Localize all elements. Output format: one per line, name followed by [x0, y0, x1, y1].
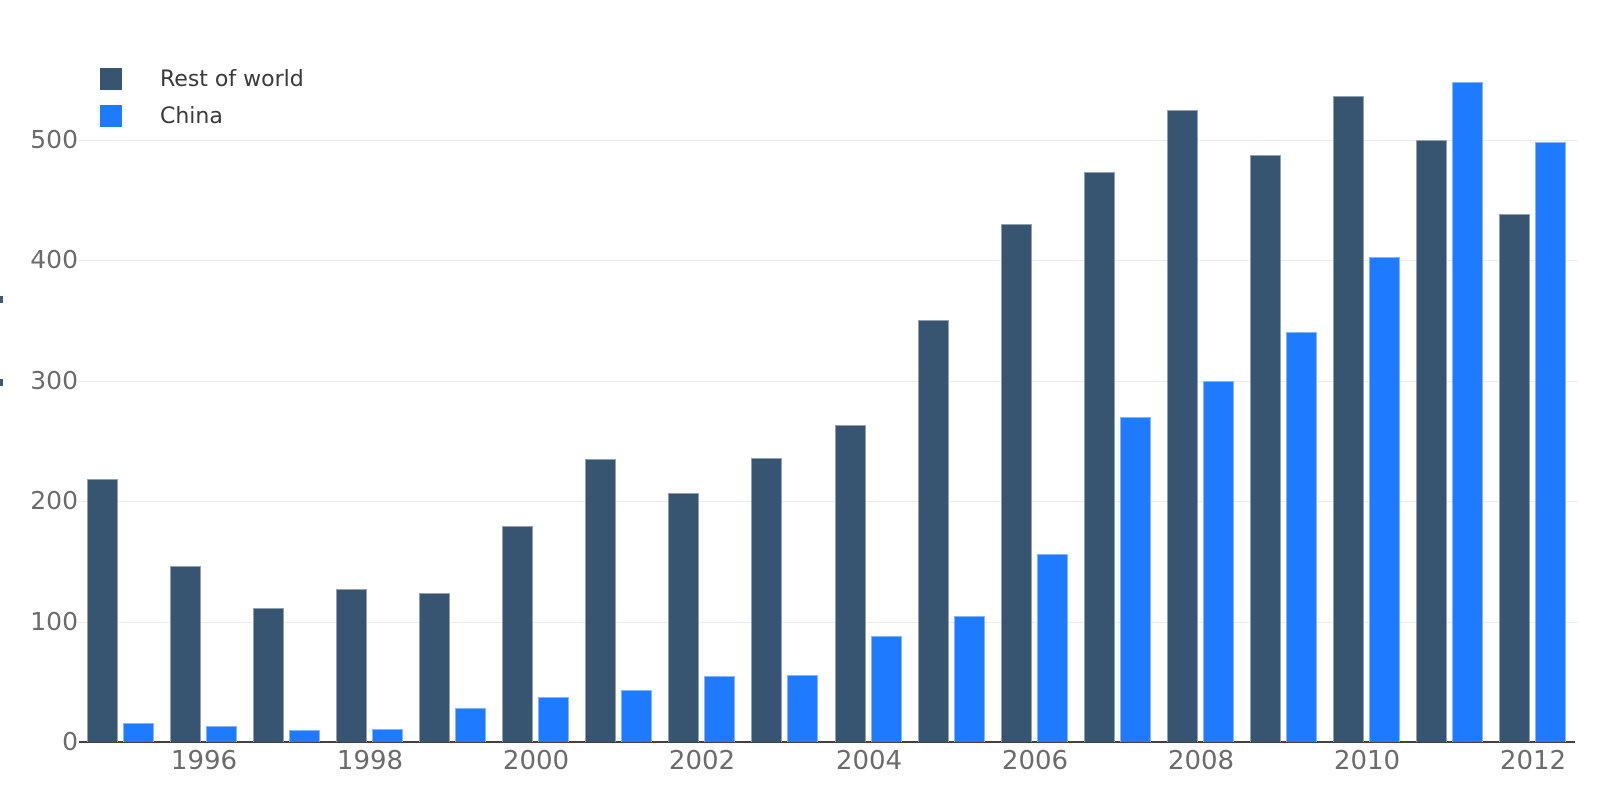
x-tick-label: 2012 — [1499, 746, 1567, 776]
y-gridline — [78, 622, 1578, 623]
legend-swatch-icon — [100, 68, 122, 90]
x-tick-label: 2002 — [668, 746, 736, 776]
legend-swatch-icon — [100, 105, 122, 127]
bar-rest-of-world-2005[interactable] — [918, 320, 949, 742]
bar-china-2008[interactable] — [1203, 381, 1234, 742]
legend-label: China — [160, 103, 223, 129]
bar-china-2006[interactable] — [1037, 554, 1068, 742]
bar-rest-of-world-1998[interactable] — [336, 589, 367, 742]
bar-china-1995[interactable] — [123, 723, 154, 742]
y-gridline — [78, 381, 1578, 382]
bar-china-2010[interactable] — [1369, 257, 1400, 742]
bar-rest-of-world-2006[interactable] — [1001, 224, 1032, 742]
legend: Rest of world China — [100, 66, 304, 142]
y-tick-label: 0 — [62, 727, 78, 756]
legend-item-rest-of-world[interactable]: Rest of world — [100, 66, 304, 92]
bar-rest-of-world-2012[interactable] — [1499, 214, 1530, 742]
x-tick-label: 2000 — [502, 746, 570, 776]
bar-rest-of-world-2011[interactable] — [1416, 140, 1447, 742]
x-tick-label: 2006 — [1001, 746, 1069, 776]
bar-china-1999[interactable] — [455, 708, 486, 742]
bar-china-2002[interactable] — [704, 676, 735, 742]
x-tick-label: 2004 — [835, 746, 903, 776]
bar-rest-of-world-2009[interactable] — [1250, 155, 1281, 742]
y-gridline — [78, 501, 1578, 502]
bar-china-1998[interactable] — [372, 729, 403, 742]
y-gridline — [78, 260, 1578, 261]
clipped-axis-text-fragment — [0, 296, 3, 303]
y-tick-label: 300 — [30, 366, 78, 395]
y-tick-label: 100 — [30, 607, 78, 636]
bar-china-1996[interactable] — [206, 726, 237, 742]
bar-rest-of-world-2007[interactable] — [1084, 172, 1115, 742]
bar-rest-of-world-2002[interactable] — [668, 493, 699, 742]
bar-rest-of-world-2001[interactable] — [585, 459, 616, 742]
legend-item-china[interactable]: China — [100, 103, 304, 129]
bar-china-2004[interactable] — [871, 636, 902, 742]
y-tick-label: 200 — [30, 486, 78, 515]
bar-rest-of-world-1999[interactable] — [419, 593, 450, 742]
bar-rest-of-world-1996[interactable] — [170, 566, 201, 742]
bar-china-2009[interactable] — [1286, 332, 1317, 742]
bar-china-2000[interactable] — [538, 697, 569, 742]
clipped-axis-text-fragment — [0, 379, 3, 386]
bar-rest-of-world-2008[interactable] — [1167, 110, 1198, 742]
bar-china-2007[interactable] — [1120, 417, 1151, 742]
bar-china-2005[interactable] — [954, 616, 985, 742]
x-tick-label: 1996 — [170, 746, 238, 776]
x-tick-label: 2010 — [1333, 746, 1401, 776]
bar-rest-of-world-1995[interactable] — [87, 479, 118, 742]
y-gridline — [78, 140, 1578, 141]
bar-china-2003[interactable] — [787, 675, 818, 742]
bar-rest-of-world-2010[interactable] — [1333, 96, 1364, 742]
bar-china-2001[interactable] — [621, 690, 652, 742]
y-tick-label: 500 — [30, 125, 78, 154]
bar-rest-of-world-2003[interactable] — [751, 458, 782, 742]
x-axis-baseline — [79, 741, 1575, 743]
bar-china-2012[interactable] — [1535, 142, 1566, 742]
x-tick-label: 2008 — [1167, 746, 1235, 776]
y-tick-label: 400 — [30, 245, 78, 274]
x-tick-label: 1998 — [336, 746, 404, 776]
bar-rest-of-world-2000[interactable] — [502, 526, 533, 742]
bar-rest-of-world-2004[interactable] — [835, 425, 866, 742]
bar-china-2011[interactable] — [1452, 82, 1483, 742]
legend-label: Rest of world — [160, 66, 304, 92]
bar-china-1997[interactable] — [289, 730, 320, 742]
bar-rest-of-world-1997[interactable] — [253, 608, 284, 742]
